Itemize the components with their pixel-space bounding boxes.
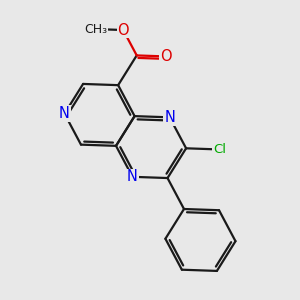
Text: CH₃: CH₃	[84, 22, 107, 36]
Text: O: O	[117, 22, 129, 38]
Text: O: O	[160, 49, 171, 64]
Text: N: N	[127, 169, 138, 184]
Text: Cl: Cl	[213, 143, 226, 156]
Text: N: N	[59, 106, 70, 121]
Text: N: N	[164, 110, 175, 125]
